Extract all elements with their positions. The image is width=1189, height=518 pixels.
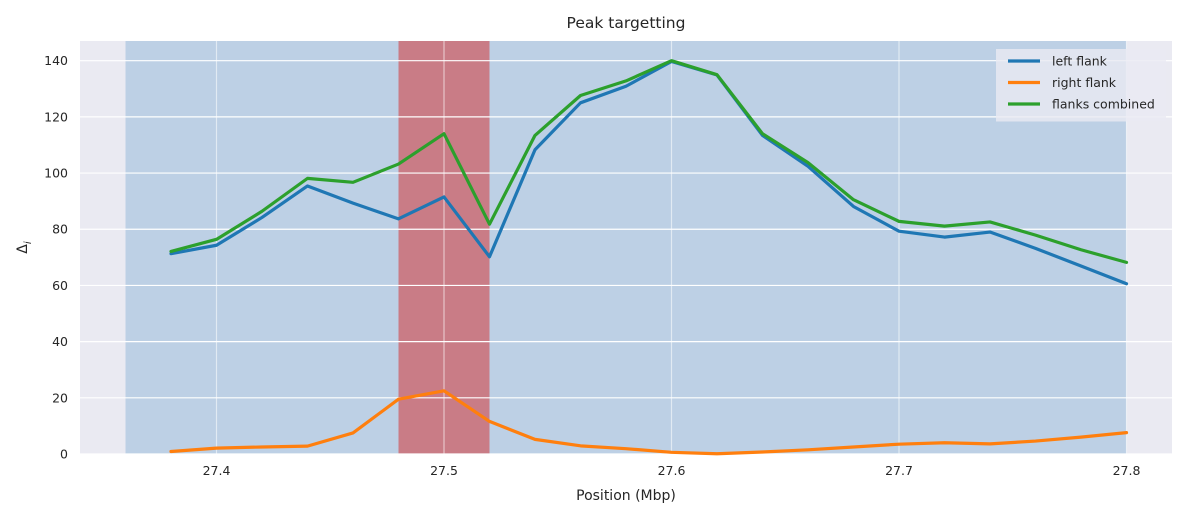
- y-tick-label: 100: [44, 166, 68, 181]
- x-tick-label: 27.4: [203, 463, 231, 478]
- plot-area: [80, 41, 1172, 454]
- legend-label: right flank: [1052, 75, 1117, 90]
- series-lines: [169, 59, 1129, 456]
- y-tick-label: 140: [44, 53, 68, 68]
- gridlines: [80, 41, 1172, 455]
- x-tick-label: 27.6: [658, 463, 686, 478]
- y-tick-label: 60: [52, 278, 68, 293]
- series-line-right-flank: [169, 389, 1129, 456]
- tick-labels: 0 20 40 60 80 100 120 140 27.4 27.5 27.6 27.7 27.8: [44, 53, 1140, 478]
- y-axis-label-subscript: i: [23, 241, 34, 244]
- y-tick-label: 80: [52, 222, 68, 237]
- x-tick-label: 27.5: [430, 463, 458, 478]
- y-tick-label: 40: [52, 334, 68, 349]
- shaded-regions: [125, 41, 1127, 454]
- x-tick-label: 27.7: [885, 463, 913, 478]
- chart-title: Peak targetting: [567, 14, 686, 32]
- legend-label: left flank: [1052, 54, 1108, 69]
- y-tick-label: 20: [52, 390, 68, 405]
- shaded-region-1: [125, 41, 1127, 454]
- y-axis-label-main: Δ: [15, 244, 31, 254]
- legend: left flank right flank flanks combined: [996, 49, 1166, 122]
- series-line-flanks-combined: [169, 59, 1129, 264]
- series-line-left-flank: [169, 59, 1129, 286]
- legend-label: flanks combined: [1052, 97, 1155, 112]
- x-axis-label: Position (Mbp): [576, 488, 676, 504]
- x-tick-label: 27.8: [1113, 463, 1141, 478]
- y-tick-label: 0: [60, 447, 68, 462]
- y-axis-label: Δi: [15, 241, 34, 254]
- y-tick-label: 120: [44, 109, 68, 124]
